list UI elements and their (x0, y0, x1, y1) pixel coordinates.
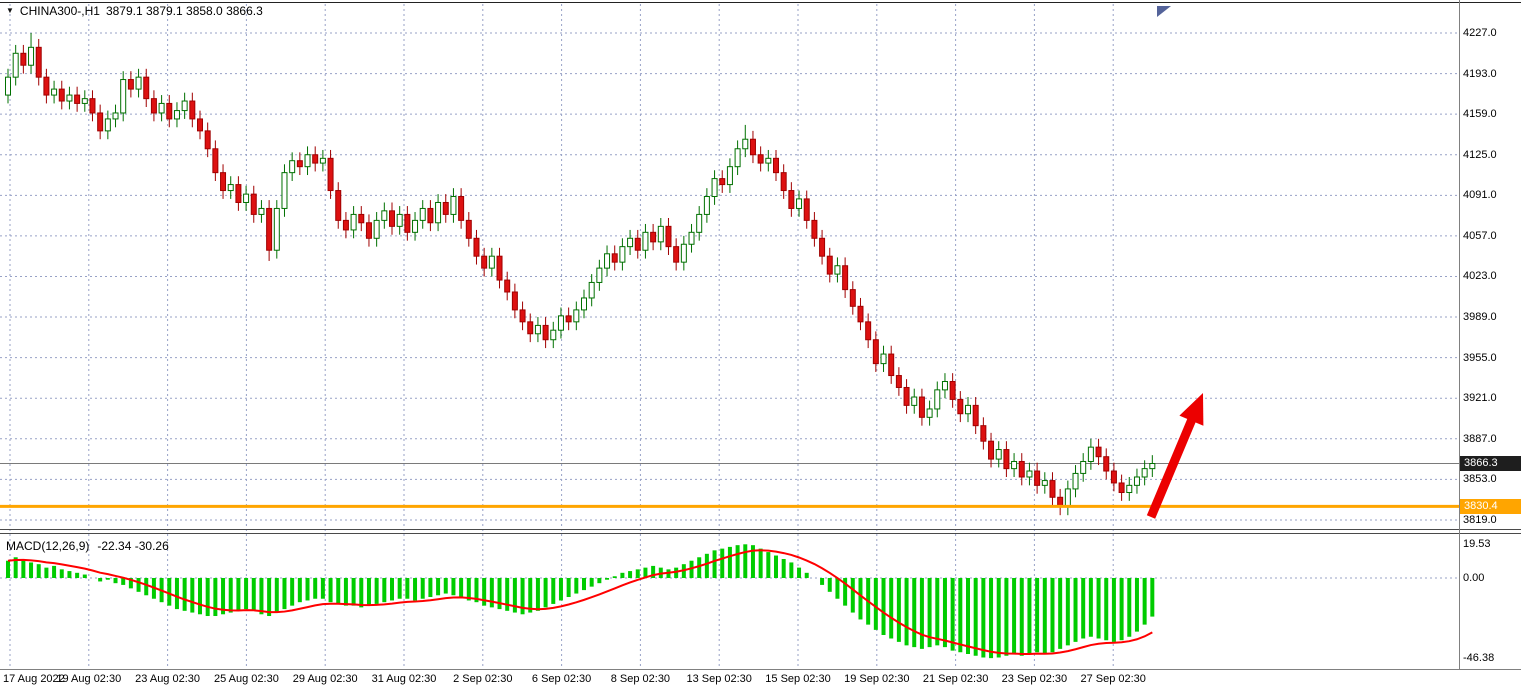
macd-signal-line (7, 549, 1153, 656)
trend-arrow[interactable] (1146, 393, 1204, 519)
chart-shift-icon (1157, 6, 1171, 17)
macd-histogram (6, 544, 1155, 659)
grid (0, 4, 1459, 668)
candles (5, 33, 1156, 516)
